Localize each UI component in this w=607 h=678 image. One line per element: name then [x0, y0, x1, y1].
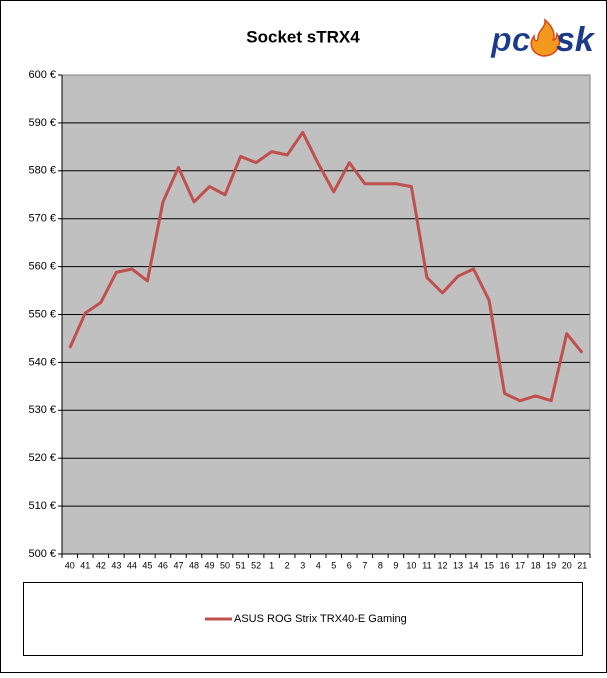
x-tick-label: 44 [127, 560, 137, 570]
logo-flame [530, 18, 561, 57]
x-tick-label: 40 [65, 560, 75, 570]
x-tick-label: 52 [251, 560, 261, 570]
y-tick-label: 530 € [28, 404, 56, 416]
x-tick-label: 3 [300, 560, 305, 570]
y-tick-label: 510 € [28, 500, 56, 512]
legend-box [23, 582, 583, 656]
x-tick-label: 15 [484, 560, 494, 570]
y-tick-label: 580 € [28, 165, 56, 177]
x-tick-label: 17 [515, 560, 525, 570]
logo-text: sk [556, 21, 596, 59]
y-tick-label: 500 € [28, 548, 56, 560]
logo-text: pc [490, 21, 531, 59]
x-tick-label: 18 [531, 560, 541, 570]
x-tick-label: 2 [285, 560, 290, 570]
x-tick-label: 46 [158, 560, 168, 570]
logo: pc sk [490, 18, 596, 59]
x-tick-label: 49 [205, 560, 215, 570]
x-tick-label: 42 [96, 560, 106, 570]
x-tick-label: 4 [316, 560, 321, 570]
x-tick-label: 8 [378, 560, 383, 570]
y-tick-label: 540 € [28, 356, 56, 368]
x-tick-label: 45 [142, 560, 152, 570]
x-tick-label: 47 [173, 560, 183, 570]
x-tick-label: 10 [406, 560, 416, 570]
x-tick-label: 5 [331, 560, 336, 570]
x-tick-label: 9 [393, 560, 398, 570]
x-tick-label: 14 [469, 560, 479, 570]
y-tick-label: 520 € [28, 452, 56, 464]
y-tick-label: 600 € [28, 69, 56, 81]
x-tick-label: 13 [453, 560, 463, 570]
y-tick-label: 550 € [28, 308, 56, 320]
x-tick-label: 16 [500, 560, 510, 570]
y-tick-label: 590 € [28, 117, 56, 129]
x-tick-label: 12 [437, 560, 447, 570]
x-tick-label: 11 [422, 560, 431, 570]
x-tick-label: 48 [189, 560, 199, 570]
x-tick-label: 41 [80, 560, 90, 570]
x-tick-label: 43 [111, 560, 121, 570]
y-tick-label: 560 € [28, 261, 56, 273]
chart-title: Socket sTRX4 [246, 27, 360, 46]
x-tick-label: 21 [577, 560, 587, 570]
x-tick-label: 6 [347, 560, 352, 570]
x-tick-label: 20 [562, 560, 572, 570]
x-tick-label: 51 [236, 560, 246, 570]
x-tick-label: 7 [362, 560, 367, 570]
data-line [68, 130, 584, 403]
x-tick-label: 1 [269, 560, 274, 570]
x-tick-label: 19 [546, 560, 556, 570]
y-tick-label: 570 € [28, 213, 56, 225]
x-tick-label: 50 [220, 560, 230, 570]
legend-label: ASUS ROG Strix TRX40-E Gaming [234, 613, 407, 625]
